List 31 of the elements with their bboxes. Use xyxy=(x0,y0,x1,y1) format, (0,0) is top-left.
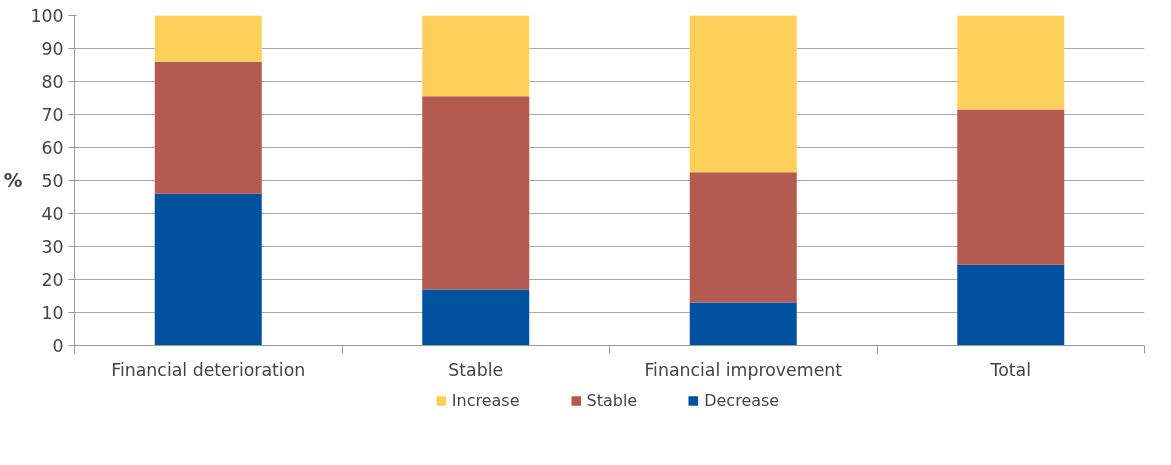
bar xyxy=(154,61,262,194)
y-tick-label: 10 xyxy=(41,303,64,323)
y-tick-label: 30 xyxy=(41,237,64,257)
bar xyxy=(154,193,262,346)
y-tick-label: 50 xyxy=(41,171,64,191)
x-tick-label: Stable xyxy=(448,359,504,380)
legend-label: Decrease xyxy=(704,390,780,410)
y-tick-label: 20 xyxy=(41,270,64,290)
y-tick-label: 70 xyxy=(41,105,64,125)
bar xyxy=(689,302,797,346)
y-axis-title: % xyxy=(3,170,23,191)
bar xyxy=(957,109,1065,265)
y-tick-label: 40 xyxy=(41,204,64,224)
bar xyxy=(689,172,797,303)
y-tick-label: 90 xyxy=(41,39,64,59)
y-tick-label: 100 xyxy=(30,6,64,26)
bar xyxy=(689,15,797,173)
y-tick-label: 80 xyxy=(41,72,64,92)
bar xyxy=(957,264,1065,346)
x-tick-label: Total xyxy=(989,359,1031,380)
bar xyxy=(422,289,530,346)
bar xyxy=(957,15,1065,110)
bar xyxy=(422,15,530,97)
y-tick-label: 60 xyxy=(41,138,64,158)
x-tick-label: Financial improvement xyxy=(644,359,843,380)
legend-label: Stable xyxy=(586,390,638,410)
legend-label: Increase xyxy=(451,390,520,410)
x-tick-label: Financial deterioration xyxy=(111,359,306,380)
bar xyxy=(154,15,262,62)
y-tick-label: 0 xyxy=(52,336,64,356)
bar xyxy=(422,96,530,290)
